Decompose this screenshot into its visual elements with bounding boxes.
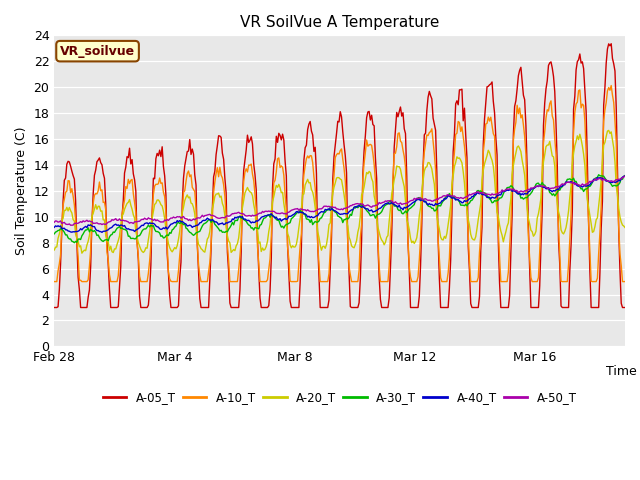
X-axis label: Time: Time — [605, 365, 636, 378]
A-10_T — [301, 163, 309, 169]
A-30_T — [342, 216, 349, 222]
A-20_T — [78, 250, 86, 256]
Legend: A-05_T, A-10_T, A-20_T, A-30_T, A-40_T, A-50_T: A-05_T, A-10_T, A-20_T, A-30_T, A-40_T, … — [98, 386, 581, 409]
A-40_T — [351, 204, 359, 209]
A-30_T — [351, 205, 359, 211]
Line: A-30_T: A-30_T — [54, 175, 625, 243]
A-10_T — [532, 279, 540, 285]
A-50_T — [303, 208, 310, 214]
Line: A-20_T: A-20_T — [54, 131, 625, 253]
A-40_T — [332, 208, 339, 214]
A-05_T — [607, 41, 615, 47]
A-30_T — [332, 209, 339, 215]
A-50_T — [351, 201, 359, 207]
A-20_T — [562, 225, 570, 230]
A-05_T — [350, 305, 358, 311]
A-05_T — [532, 305, 540, 311]
A-30_T — [70, 240, 78, 246]
A-20_T — [605, 128, 612, 133]
A-05_T — [330, 154, 338, 159]
A-20_T — [533, 216, 541, 221]
A-10_T — [607, 83, 615, 88]
A-20_T — [303, 180, 310, 185]
A-50_T — [67, 222, 74, 228]
A-10_T — [340, 165, 348, 171]
Line: A-05_T: A-05_T — [54, 44, 625, 308]
A-50_T — [51, 219, 58, 225]
Y-axis label: Soil Temperature (C): Soil Temperature (C) — [15, 127, 28, 255]
A-05_T — [340, 142, 348, 147]
A-40_T — [621, 173, 629, 179]
A-40_T — [533, 183, 541, 189]
A-40_T — [51, 225, 58, 230]
A-40_T — [342, 211, 349, 216]
A-50_T — [342, 205, 349, 211]
A-05_T — [621, 305, 629, 311]
A-20_T — [342, 201, 349, 206]
A-30_T — [562, 180, 570, 185]
A-40_T — [98, 229, 106, 235]
A-30_T — [621, 173, 629, 179]
A-30_T — [533, 180, 541, 186]
A-20_T — [51, 247, 58, 253]
A-50_T — [621, 173, 629, 179]
Text: VR_soilvue: VR_soilvue — [60, 45, 135, 58]
Line: A-10_T: A-10_T — [54, 85, 625, 282]
A-50_T — [332, 204, 339, 210]
A-10_T — [350, 279, 358, 285]
Line: A-50_T: A-50_T — [54, 176, 625, 225]
A-05_T — [301, 145, 309, 151]
Line: A-40_T: A-40_T — [54, 176, 625, 232]
A-40_T — [303, 212, 310, 218]
Title: VR SoilVue A Temperature: VR SoilVue A Temperature — [240, 15, 439, 30]
A-10_T — [330, 173, 338, 179]
A-10_T — [561, 279, 568, 285]
A-50_T — [533, 183, 541, 189]
A-30_T — [51, 231, 58, 237]
A-40_T — [562, 179, 570, 185]
A-20_T — [621, 225, 629, 230]
A-05_T — [561, 305, 568, 311]
A-10_T — [621, 279, 629, 285]
A-30_T — [303, 216, 310, 222]
A-10_T — [51, 279, 58, 285]
A-20_T — [332, 180, 339, 186]
A-50_T — [562, 180, 570, 186]
A-30_T — [595, 172, 602, 178]
A-20_T — [351, 241, 359, 247]
A-05_T — [51, 305, 58, 311]
